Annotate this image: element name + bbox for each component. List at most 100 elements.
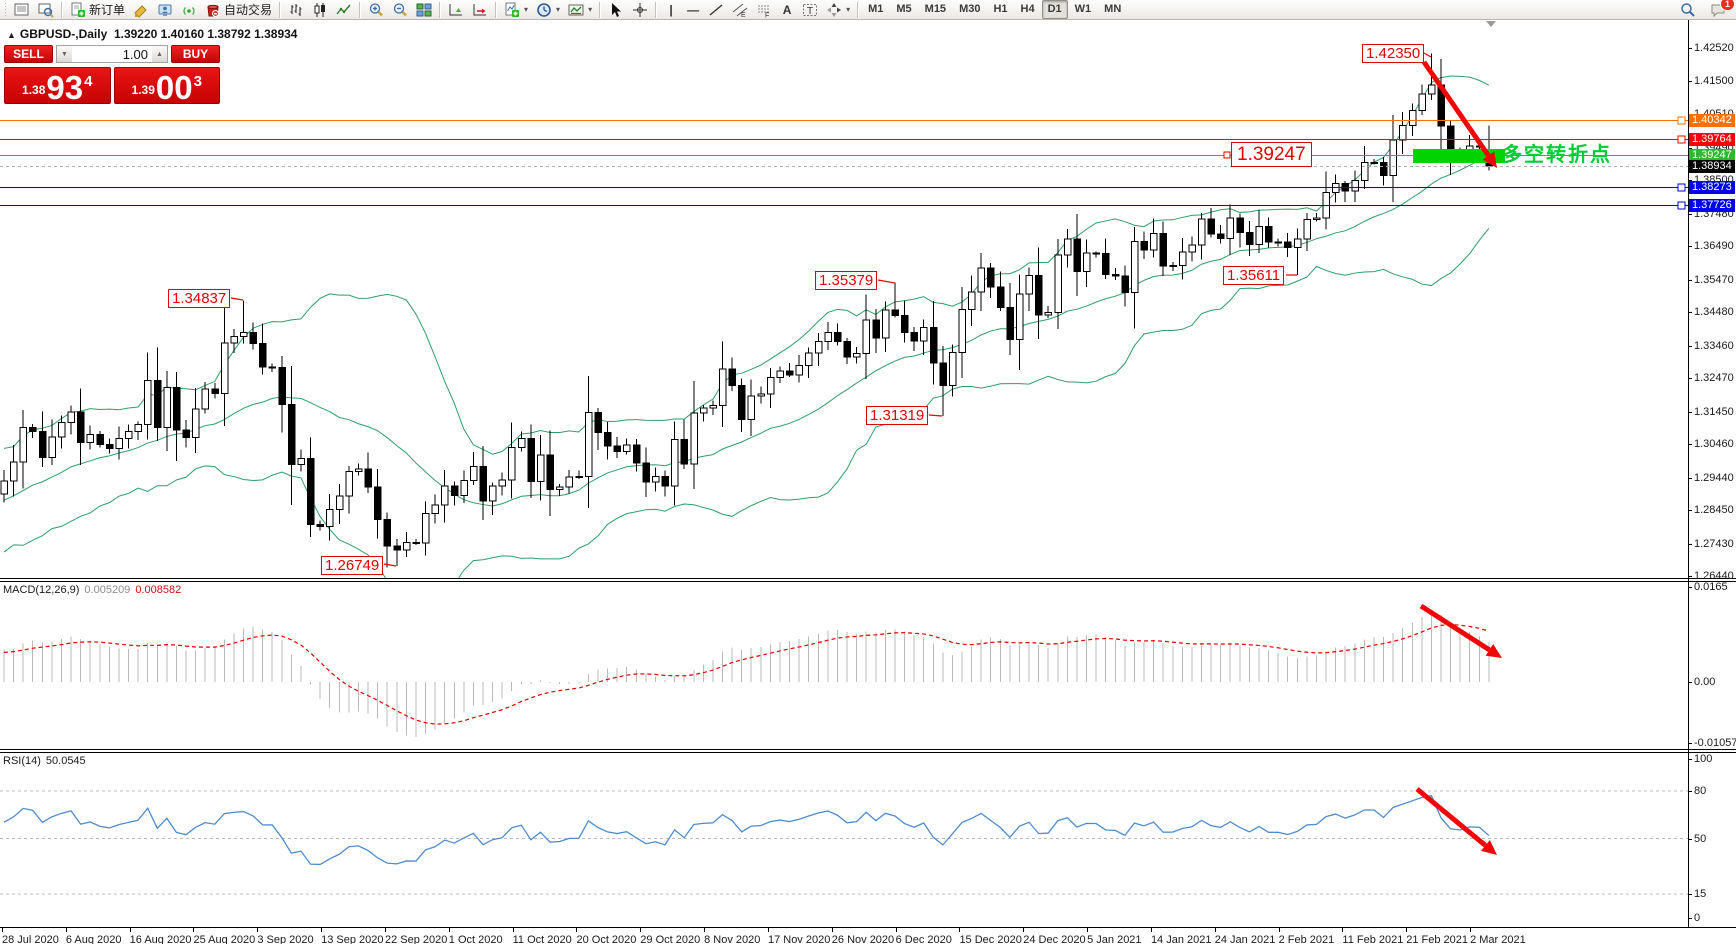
candle	[412, 541, 420, 544]
collapse-panel-icon[interactable]: ▲	[7, 30, 16, 40]
price-line-axis-label[interactable]: 1.37726	[1689, 199, 1735, 213]
templates-button[interactable]: ▾	[564, 0, 596, 20]
vertical-line-tool[interactable]: |	[660, 0, 682, 20]
crosshair-tool-button[interactable]	[628, 0, 652, 20]
toolbar-separator	[857, 1, 860, 18]
sell-price-box[interactable]: 1.38 93 4	[4, 67, 111, 104]
market-watch-button[interactable]	[10, 0, 34, 20]
buy-price-big: 00	[155, 68, 193, 106]
dropdown-caret-icon: ▾	[556, 5, 561, 14]
timeframe-M5[interactable]: M5	[896, 3, 912, 15]
search-button[interactable]	[1676, 0, 1700, 20]
price-callout-label[interactable]: 1.42350	[1362, 44, 1425, 63]
trend-arrow[interactable]	[1480, 840, 1497, 855]
candle	[1121, 275, 1129, 293]
chart-canvas[interactable]	[0, 20, 1736, 944]
tile-windows-button[interactable]	[412, 0, 436, 20]
price-line-axis-label[interactable]: 1.38273	[1689, 181, 1735, 195]
timeframe-W1[interactable]: W1	[1074, 3, 1092, 15]
volume-increase-button[interactable]: ▲	[152, 46, 167, 62]
candle	[1035, 275, 1043, 316]
signals-button[interactable]	[177, 0, 201, 20]
line-handle[interactable]	[1677, 135, 1686, 144]
sell-button[interactable]: SELL	[4, 45, 53, 63]
candle	[1015, 293, 1024, 340]
auto-scroll-button[interactable]	[444, 0, 468, 20]
zoom-in-button[interactable]	[364, 0, 388, 20]
chart-shift-marker[interactable]	[1486, 21, 1496, 27]
candle	[901, 315, 909, 333]
line-handle[interactable]	[1677, 183, 1686, 192]
timeframe-H4[interactable]: H4	[1020, 3, 1035, 15]
new-order-button[interactable]: 新订单	[66, 0, 129, 20]
volume-decrease-button[interactable]: ▼	[57, 46, 72, 62]
timeframe-M30[interactable]: M30	[959, 3, 981, 15]
toolbar-grip[interactable]	[4, 2, 8, 17]
bollinger-band-line	[3, 156, 1490, 507]
price-line-axis-label[interactable]: 1.39764	[1689, 132, 1735, 146]
bar-chart-button[interactable]	[284, 0, 308, 20]
candle	[747, 395, 756, 420]
periods-button[interactable]: ▾	[532, 0, 564, 20]
price-callout-label[interactable]: 1.35379	[815, 271, 878, 290]
line-chart-button[interactable]	[332, 0, 356, 20]
candle	[1226, 217, 1235, 239]
timeframe-H1[interactable]: H1	[993, 3, 1008, 15]
macd-tick-label: 0.00	[1694, 676, 1716, 689]
turning-point-annotation[interactable]: 多空转折点	[1502, 144, 1612, 166]
bar-chart-icon	[288, 2, 304, 18]
buy-button[interactable]: BUY	[171, 45, 220, 63]
trend-arrow[interactable]	[1485, 644, 1502, 658]
text-tool[interactable]: A	[776, 0, 798, 20]
text-label-tool[interactable]: T	[798, 0, 822, 20]
arrows-tool[interactable]: ▾	[822, 0, 854, 20]
fibonacci-icon: F	[756, 2, 772, 19]
trend-arrow[interactable]	[1482, 151, 1497, 168]
price-line-axis-label[interactable]: 1.40342	[1689, 113, 1735, 127]
one-click-trading-panel: SELL ▼ 1.00 ▲ BUY 1.38 93 4 1.39 00 3	[4, 45, 220, 104]
zoom-out-button[interactable]	[388, 0, 412, 20]
highlighter-button[interactable]	[129, 0, 153, 20]
date-label: 17 Nov 2020	[767, 934, 831, 944]
rsi-tick-label: 15	[1694, 888, 1707, 901]
price-callout-label[interactable]: 1.26749	[321, 556, 384, 575]
notifications-button[interactable]: 1	[1706, 0, 1735, 20]
cursor-tool-button[interactable]	[604, 0, 628, 20]
price-callout-label[interactable]: 1.35611	[1223, 266, 1285, 285]
trendline-tool[interactable]	[704, 0, 728, 20]
fibonacci-tool[interactable]: F	[752, 0, 776, 20]
data-window-button[interactable]	[34, 0, 58, 20]
turning-point-zone-box[interactable]	[1413, 149, 1505, 163]
line-handle[interactable]	[1677, 116, 1686, 125]
candle	[1054, 254, 1062, 314]
date-label: 26 Nov 2020	[831, 934, 895, 944]
callout-handle[interactable]	[1223, 151, 1231, 159]
channel-tool[interactable]: E	[728, 0, 752, 20]
price-line-axis-label[interactable]: 1.39247	[1689, 149, 1735, 163]
price-tick-label: 1.42520	[1694, 42, 1734, 54]
chart-shift-button[interactable]	[468, 0, 492, 20]
line-handle[interactable]	[1677, 201, 1686, 210]
candle	[268, 366, 277, 369]
timeframe-D1[interactable]: D1	[1041, 0, 1068, 19]
price-callout-label[interactable]: 1.39247	[1231, 142, 1312, 167]
price-callout-label[interactable]: 1.31319	[866, 406, 929, 425]
candlestick-chart-button[interactable]	[308, 0, 332, 20]
candle	[307, 458, 315, 526]
candle	[115, 437, 123, 450]
timeframe-M1[interactable]: M1	[868, 3, 884, 15]
timeframe-MN[interactable]: MN	[1104, 3, 1122, 15]
price-line-axis-label[interactable]: 1.38934	[1689, 159, 1735, 173]
buy-price-box[interactable]: 1.39 00 3	[113, 67, 220, 106]
indicators-button[interactable]: ▾	[500, 0, 532, 20]
horizontal-line-tool[interactable]: —	[682, 0, 704, 20]
community-button[interactable]	[153, 0, 177, 20]
timeframe-M15[interactable]: M15	[924, 3, 947, 15]
symbol-period-label: GBPUSD-,Daily	[19, 27, 108, 41]
autotrading-button[interactable]: 自动交易	[201, 0, 276, 20]
date-label: 16 Aug 2020	[129, 934, 192, 944]
price-callout-label[interactable]: 1.34837	[168, 289, 231, 308]
volume-value[interactable]: 1.00	[122, 47, 148, 62]
candle	[738, 384, 746, 420]
candle	[86, 434, 95, 443]
